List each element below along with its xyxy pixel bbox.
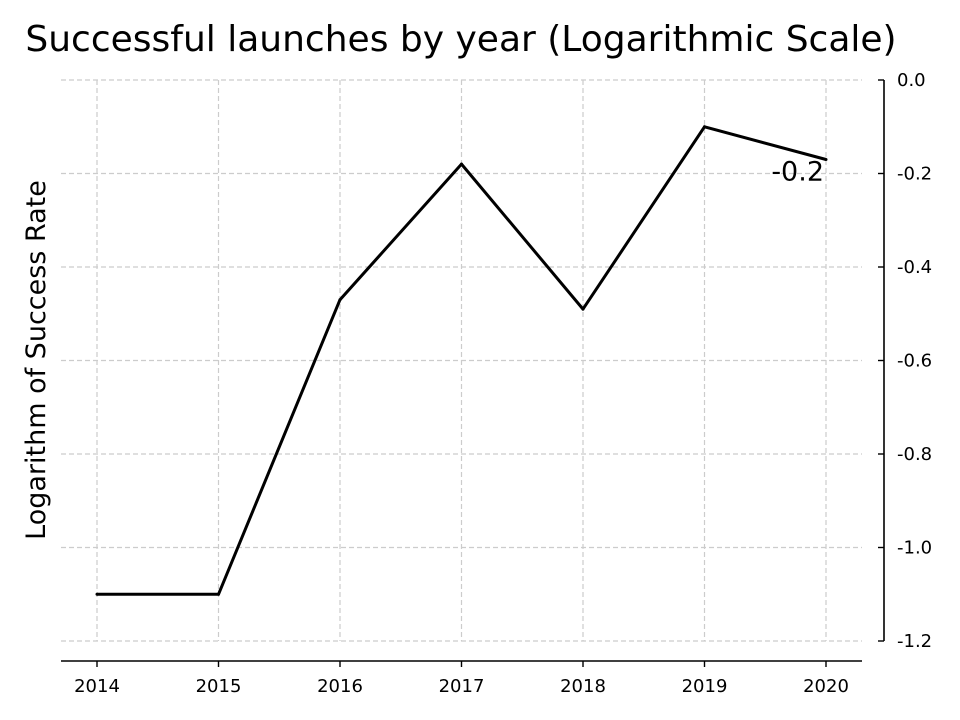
y-tick-label: -0.2 [897,164,932,185]
data-point [338,298,342,302]
x-tick-label: 2018 [560,676,606,697]
data-point [95,592,99,596]
x-tick-label: 2016 [317,676,363,697]
y-tick-label: -1.2 [897,631,932,652]
y-axis-ticks: 0.0 -0.2 -0.4 -0.6 -0.8 -1.0 -1.2 [878,70,932,652]
y-tick-label: -0.6 [897,351,932,372]
x-tick-label: 2014 [74,676,120,697]
data-label: -0.2 [771,156,824,187]
chart-title: Successful launches by year (Logarithmic… [25,19,896,60]
x-tick-label: 2015 [196,676,242,697]
y-tick-label: -1.0 [897,538,932,559]
x-tick-label: 2017 [439,676,485,697]
data-point [460,162,463,166]
data-point [824,157,828,161]
data-point [581,307,585,311]
axes [61,80,885,662]
x-tick-label: 2019 [682,676,728,697]
y-tick-label: -0.4 [897,257,932,278]
data-point [703,125,706,129]
y-tick-label: -0.8 [897,444,932,465]
data-point [217,592,220,596]
series-layer [95,125,828,596]
x-tick-label: 2020 [803,676,849,697]
x-axis-ticks: 2014 2015 2016 2017 2018 2019 2020 [74,661,849,697]
annotation-layer: -0.2 [771,156,824,187]
y-axis-label: Logarithm of Success Rate [21,180,52,540]
y-tick-label: 0.0 [897,70,926,91]
grid-lines [61,79,862,642]
